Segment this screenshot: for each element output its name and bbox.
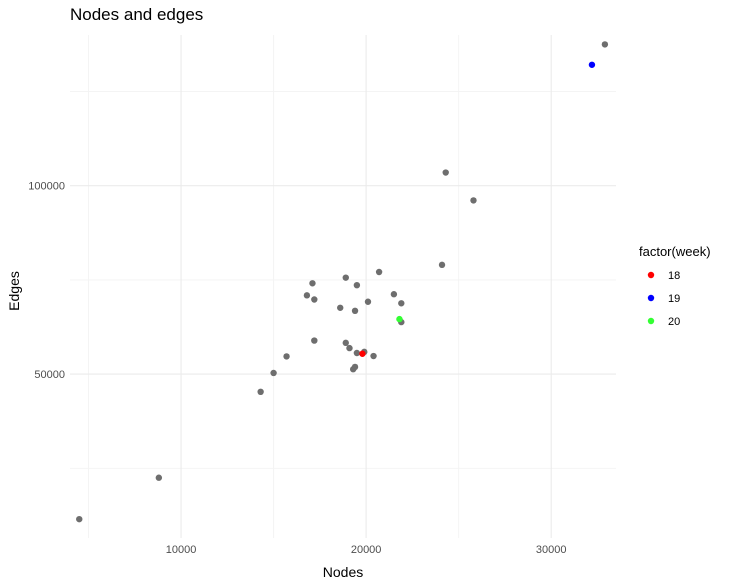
- data-point: [270, 369, 277, 377]
- data-points: [76, 41, 609, 523]
- data-point: [303, 292, 311, 299]
- legend-label: 18: [668, 270, 680, 282]
- x-axis-ticks: 10000 20000 30000: [166, 544, 567, 556]
- data-point: [353, 281, 361, 289]
- data-point-week-19: [588, 61, 596, 68]
- data-point: [155, 474, 163, 481]
- data-point: [311, 296, 318, 303]
- data-point-week-20: [396, 315, 403, 323]
- data-point: [342, 339, 349, 347]
- data-point: [353, 349, 361, 357]
- y-tick-label: 50000: [34, 369, 65, 381]
- legend: factor(week) 18 19 20: [639, 244, 711, 328]
- data-point: [442, 169, 449, 176]
- grid-lines: [70, 35, 616, 538]
- data-point: [337, 304, 344, 311]
- data-point: [351, 363, 359, 371]
- x-tick-label: 10000: [166, 544, 197, 556]
- data-point: [76, 515, 83, 523]
- data-point: [470, 197, 477, 204]
- data-point: [370, 352, 377, 360]
- data-point: [438, 261, 446, 269]
- data-point: [346, 344, 353, 352]
- chart-title: Nodes and edges: [70, 5, 203, 24]
- data-point: [283, 353, 290, 360]
- data-point: [257, 388, 264, 396]
- legend-title: factor(week): [639, 244, 711, 259]
- data-point: [351, 307, 359, 315]
- x-tick-label: 20000: [351, 544, 382, 556]
- data-point: [390, 291, 398, 298]
- data-point: [398, 300, 405, 307]
- y-axis-title: Edges: [6, 271, 22, 311]
- x-tick-label: 30000: [536, 544, 567, 556]
- legend-label: 20: [668, 316, 680, 328]
- legend-label: 19: [668, 293, 680, 305]
- data-point: [311, 337, 318, 344]
- data-point: [342, 274, 349, 281]
- legend-key-20: [647, 317, 655, 325]
- data-point: [309, 280, 316, 287]
- y-axis-ticks: 50000 100000: [28, 181, 65, 381]
- legend-key-18: [647, 271, 655, 279]
- y-tick-label: 100000: [28, 181, 65, 193]
- data-point: [364, 298, 372, 305]
- data-point: [601, 41, 609, 48]
- legend-key-19: [647, 294, 655, 302]
- x-axis-title: Nodes: [323, 564, 363, 580]
- data-point-week-18: [359, 350, 366, 357]
- data-point: [375, 268, 383, 276]
